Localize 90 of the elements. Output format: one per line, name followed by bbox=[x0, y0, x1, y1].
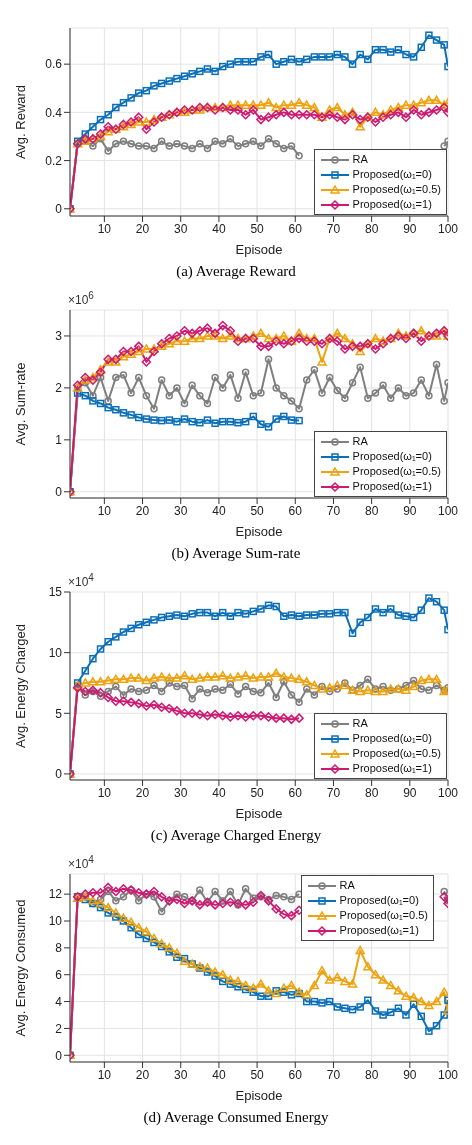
y-tick-label: 12 bbox=[48, 887, 63, 902]
x-tick-label: 50 bbox=[250, 1067, 265, 1082]
x-tick-label: 40 bbox=[212, 1067, 226, 1082]
x-tick-label: 60 bbox=[288, 503, 303, 518]
y-tick-label: 5 bbox=[55, 706, 63, 721]
text: (c) Average Charged Energy bbox=[149, 826, 323, 845]
x-axis-title: Episode bbox=[235, 242, 283, 257]
legend-label: Proposed(ω₁=0) bbox=[339, 893, 419, 908]
x-tick-label: 30 bbox=[174, 1067, 188, 1082]
x-tick-label: 10 bbox=[97, 1067, 112, 1082]
x-tick-label: 80 bbox=[364, 221, 379, 236]
text: (d) Average Consumed Energy bbox=[142, 1108, 330, 1127]
x-axis-title: Episode bbox=[235, 1088, 283, 1103]
y-axis-title: Avg. Energy Charged bbox=[12, 623, 28, 749]
x-tick-label: 80 bbox=[364, 785, 379, 800]
legend-label: Proposed(ω₁=1) bbox=[352, 479, 432, 494]
x-tick-label: 10 bbox=[97, 503, 112, 518]
x-tick-label: 90 bbox=[403, 1067, 417, 1082]
y-tick-label: 8 bbox=[55, 941, 63, 956]
y-axis-title: Avg. Reward bbox=[12, 84, 28, 160]
x-tick-label: 80 bbox=[364, 1067, 379, 1082]
legend-label: Proposed(ω₁=0) bbox=[352, 167, 432, 182]
y-tick-label: 4 bbox=[55, 994, 63, 1009]
x-tick-label: 60 bbox=[288, 785, 303, 800]
legend-label: Proposed(ω₁=1) bbox=[352, 761, 432, 776]
y-tick-label: 0 bbox=[55, 767, 63, 782]
y-tick-label: 10 bbox=[48, 914, 63, 929]
x-tick-label: 50 bbox=[250, 785, 265, 800]
text: (b) Average Sum-rate bbox=[170, 544, 302, 563]
x-tick-label: 100 bbox=[437, 1067, 459, 1082]
legend-label: RA bbox=[352, 152, 368, 167]
x-tick-label: 40 bbox=[212, 785, 226, 800]
legend-label: Proposed(ω₁=0.5) bbox=[352, 464, 441, 479]
x-tick-label: 50 bbox=[250, 503, 265, 518]
x-axis-title: Episode bbox=[235, 806, 283, 821]
y-axis-title: Avg. Sum-rate bbox=[12, 362, 28, 446]
text: (a) Average Reward bbox=[175, 262, 297, 281]
legend-label: Proposed(ω₁=0) bbox=[352, 449, 432, 464]
legend-label: Proposed(ω₁=0) bbox=[352, 731, 432, 746]
y-tick-label: 1 bbox=[55, 433, 63, 448]
text: ×10$^{4}$ bbox=[68, 572, 94, 589]
x-tick-label: 20 bbox=[135, 785, 150, 800]
x-tick-label: 60 bbox=[288, 1067, 303, 1082]
text: ×10$^{4}$ bbox=[68, 854, 94, 871]
y-tick-label: 0.4 bbox=[45, 105, 63, 120]
x-tick-label: 20 bbox=[135, 1067, 150, 1082]
x-tick-label: 100 bbox=[437, 785, 459, 800]
y-tick-label: 6 bbox=[55, 967, 63, 982]
x-tick-label: 90 bbox=[403, 503, 417, 518]
x-tick-label: 70 bbox=[326, 785, 341, 800]
legend-label: RA bbox=[339, 878, 355, 893]
x-axis-title: Episode bbox=[235, 524, 283, 539]
x-tick-label: 90 bbox=[403, 221, 417, 236]
y-tick-label: 0 bbox=[55, 485, 63, 500]
y-tick-label: 2 bbox=[55, 1021, 63, 1036]
x-tick-label: 60 bbox=[288, 221, 303, 236]
x-tick-label: 30 bbox=[174, 785, 188, 800]
x-tick-label: 30 bbox=[174, 503, 188, 518]
x-tick-label: 50 bbox=[250, 221, 265, 236]
legend-label: RA bbox=[352, 434, 368, 449]
y-tick-label: 0.2 bbox=[45, 153, 63, 168]
x-tick-label: 10 bbox=[97, 785, 112, 800]
y-tick-label: 10 bbox=[48, 645, 63, 660]
x-tick-label: 70 bbox=[326, 221, 341, 236]
y-tick-label: 3 bbox=[55, 329, 63, 344]
x-tick-label: 40 bbox=[212, 221, 226, 236]
x-tick-label: 40 bbox=[212, 503, 226, 518]
legend-label: Proposed(ω₁=1) bbox=[339, 923, 419, 938]
x-tick-label: 10 bbox=[97, 221, 112, 236]
legend-label: RA bbox=[352, 716, 368, 731]
x-tick-label: 100 bbox=[437, 221, 459, 236]
x-tick-label: 100 bbox=[437, 503, 459, 518]
y-tick-label: 2 bbox=[55, 381, 63, 396]
legend-label: Proposed(ω₁=1) bbox=[352, 197, 432, 212]
y-tick-label: 15 bbox=[48, 585, 63, 600]
y-axis-title: Avg. Energy Consumed bbox=[12, 899, 28, 1037]
x-tick-label: 30 bbox=[174, 221, 188, 236]
x-tick-label: 20 bbox=[135, 221, 150, 236]
x-tick-label: 20 bbox=[135, 503, 150, 518]
x-tick-label: 70 bbox=[326, 1067, 341, 1082]
text: ×10$^{6}$ bbox=[68, 290, 94, 307]
y-tick-label: 0 bbox=[55, 202, 63, 217]
x-tick-label: 80 bbox=[364, 503, 379, 518]
x-tick-label: 70 bbox=[326, 503, 341, 518]
legend-label: Proposed(ω₁=0.5) bbox=[352, 746, 441, 761]
legend-label: Proposed(ω₁=0.5) bbox=[352, 182, 441, 197]
legend-label: Proposed(ω₁=0.5) bbox=[339, 908, 428, 923]
y-tick-label: 0 bbox=[55, 1048, 63, 1063]
y-tick-label: 0.6 bbox=[45, 57, 63, 72]
x-tick-label: 90 bbox=[403, 785, 417, 800]
